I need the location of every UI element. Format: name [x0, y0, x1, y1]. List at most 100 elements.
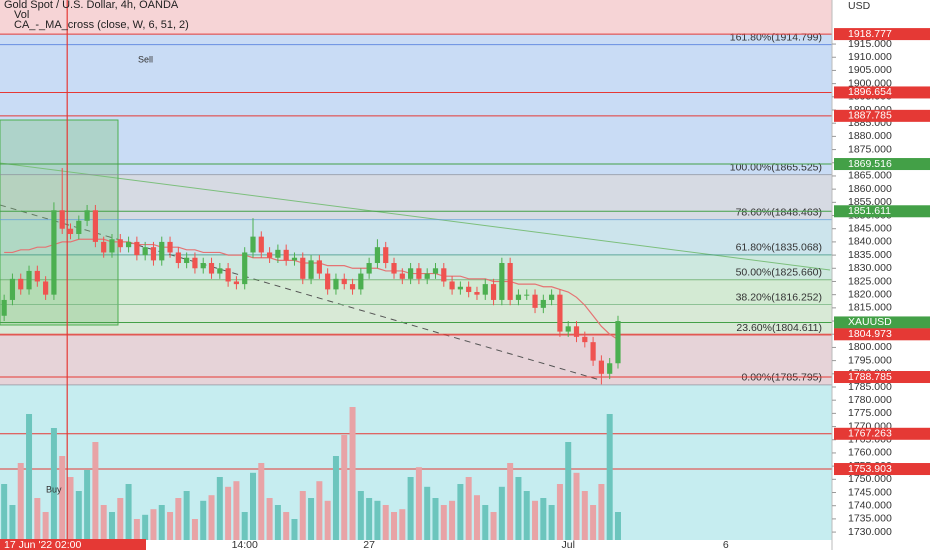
candle-body [441, 268, 447, 282]
y-tick-label: 1795.000 [848, 354, 892, 366]
volume-bar [299, 491, 306, 540]
price-tag-label: 1887.785 [848, 110, 892, 122]
candle-body [266, 252, 273, 258]
candle-body [125, 241, 132, 248]
y-tick-label: 1855.000 [848, 196, 892, 208]
y-tick-label: 1800.000 [848, 341, 892, 353]
volume-bar [200, 500, 207, 540]
price-tag-label: 1896.654 [848, 86, 892, 98]
volume-bar [548, 505, 555, 540]
fib-label: 161.80%(1914.799) [730, 31, 822, 43]
y-tick-label: 1825.000 [848, 275, 892, 287]
price-tag-label: 1918.777 [848, 28, 892, 40]
candle-body [250, 236, 256, 253]
y-tick-label: 1880.000 [848, 130, 892, 142]
volume-bar [498, 486, 505, 540]
candle-body [366, 263, 372, 274]
volume-bar [250, 472, 257, 540]
price-tag-label: 1788.785 [848, 371, 892, 383]
volume-bar [75, 491, 82, 540]
price-tag [834, 158, 930, 171]
volume-bar [316, 481, 323, 540]
price-tag [834, 328, 930, 341]
fib-label: 23.60%(1804.611) [736, 322, 822, 334]
x-tick-label: Jul [561, 539, 574, 550]
y-tick-label: 1785.000 [848, 381, 892, 393]
price-tag [834, 86, 930, 99]
volume-bar [391, 512, 398, 540]
fib-label: 61.80%(1835.068) [736, 242, 822, 254]
candle-body [101, 241, 107, 253]
y-tick-label: 1815.000 [848, 302, 892, 314]
volume-bar [108, 512, 115, 540]
candle-body [490, 284, 497, 300]
background [0, 0, 832, 540]
signal-label: Sell [138, 54, 153, 64]
volume-bar [216, 477, 223, 540]
candle-body [291, 257, 298, 261]
candle-body [532, 294, 538, 308]
volume-bar [175, 498, 182, 540]
volume-bar [606, 414, 613, 540]
volume-bar [125, 484, 132, 540]
indicator-label: Vol [14, 9, 29, 21]
volume-bar [283, 512, 290, 540]
candle-body [51, 210, 57, 295]
candle-body [192, 257, 198, 269]
volume-bar [225, 486, 232, 540]
volume-bar [523, 491, 530, 540]
candle-body [515, 294, 522, 300]
candle-body [391, 263, 397, 274]
price-tag-label: XAUUSD [848, 316, 892, 328]
candle-body [167, 241, 173, 253]
axis: 1915.0001910.0001905.0001900.0001895.000… [0, 28, 930, 550]
candle-body [598, 360, 604, 374]
candle-body [325, 273, 331, 290]
volume-bar [341, 435, 348, 540]
candle-body [424, 273, 430, 279]
time-axis [0, 540, 832, 550]
y-tick-label: 1735.000 [848, 513, 892, 525]
candle-body [43, 281, 49, 295]
zone [0, 44, 832, 175]
candle-body [9, 278, 16, 300]
candle-body [184, 257, 190, 264]
price-tag-label: 1851.611 [848, 205, 891, 217]
candle-body [474, 292, 480, 295]
volume-bar [415, 467, 422, 540]
trend-line [0, 162, 831, 271]
x-tick-label: 27 [363, 539, 375, 550]
candle-body [275, 249, 281, 258]
y-tick-label: 1775.000 [848, 407, 892, 419]
candle-body [482, 284, 488, 295]
volume-bar [482, 505, 489, 540]
volume-bar [598, 484, 605, 540]
y-tick-label: 1820.000 [848, 288, 892, 300]
y-tick-label: 1900.000 [848, 77, 892, 89]
price-tag [834, 427, 930, 440]
y-tick-label: 1910.000 [848, 51, 892, 63]
volume-bar [158, 505, 165, 540]
candle-body [242, 252, 248, 285]
volume-bar [540, 498, 547, 540]
volume-bar [449, 500, 456, 540]
volume-bar [150, 509, 157, 540]
volume-bar [556, 484, 563, 540]
y-tick-label: 1830.000 [848, 262, 892, 274]
volume-bar [357, 491, 364, 540]
volume-bar [258, 463, 265, 540]
plot: 161.80%(1914.799) 100.00%(1865.525) 78.60%… [0, 0, 832, 540]
candle-body [374, 247, 381, 264]
volume-bar [374, 500, 381, 540]
candle-body [408, 268, 414, 279]
x-tick-label: 6 [723, 539, 729, 550]
candle-body [1, 299, 7, 316]
candle-body [399, 273, 405, 279]
volume-bar [26, 414, 33, 540]
candle-body [217, 268, 223, 274]
price-tag [834, 205, 930, 218]
volume-bar [407, 477, 414, 540]
volume-bar [440, 505, 447, 540]
volume-bar [50, 428, 57, 540]
